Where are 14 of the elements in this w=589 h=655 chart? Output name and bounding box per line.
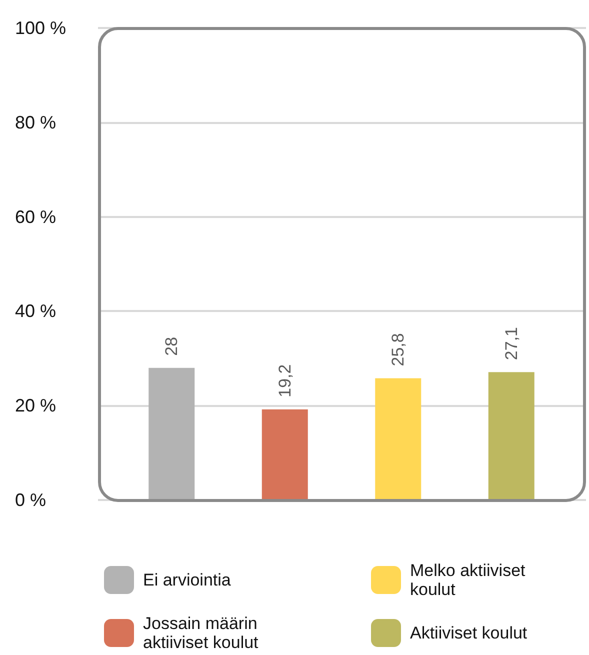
legend-label: Melko aktiiviset koulut <box>410 561 530 599</box>
legend-label: Aktiiviset koulut <box>410 624 528 642</box>
data-label: 27,1 <box>502 326 521 360</box>
y-tick-label: 60 % <box>15 206 56 227</box>
y-tick-label: 0 % <box>15 490 46 510</box>
y-tick-label: 100 % <box>15 18 66 38</box>
y-tick-label: 80 % <box>15 112 56 132</box>
data-label: 19,2 <box>275 364 294 398</box>
data-label: 25,8 <box>388 333 408 366</box>
legend-label: Ei arviointia <box>143 570 232 590</box>
legend-label: Jossain määrin aktiiviset koulut <box>143 614 262 652</box>
y-tick-label: 20 % <box>15 396 56 416</box>
y-tick-label: 40 % <box>15 301 56 322</box>
data-label: 28 <box>162 336 182 356</box>
